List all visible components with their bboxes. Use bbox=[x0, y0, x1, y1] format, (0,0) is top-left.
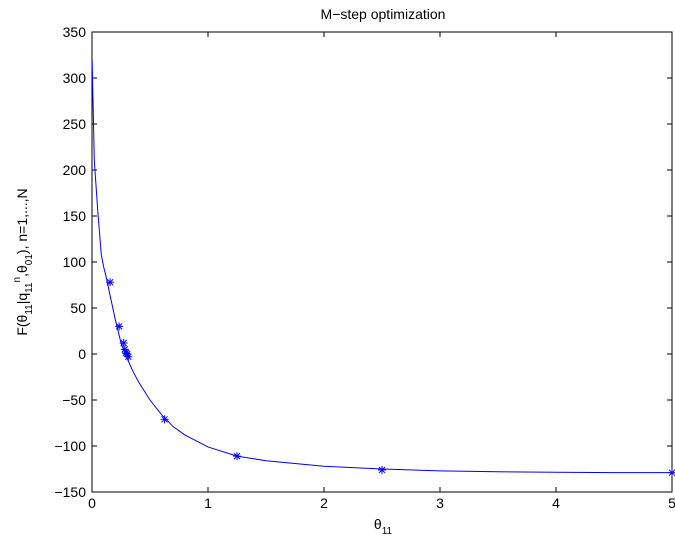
x-axis-title: θ11 bbox=[374, 516, 393, 537]
fitted-curve-line bbox=[91, 59, 672, 474]
data-point-marker bbox=[378, 465, 386, 474]
y-tick-label: 50 bbox=[70, 300, 86, 316]
y-tick-label: −150 bbox=[54, 484, 86, 500]
y-axis-title-part: ), n=1,...,N bbox=[14, 188, 30, 254]
x-tick-label: 3 bbox=[436, 495, 444, 511]
data-point-marker bbox=[119, 338, 128, 347]
data-point-marker bbox=[668, 468, 675, 477]
x-tick-label: 5 bbox=[668, 495, 675, 511]
y-tick-label: −50 bbox=[62, 392, 86, 408]
y-axis-title-part: |q bbox=[14, 293, 30, 304]
y-tick-label: 250 bbox=[63, 116, 87, 132]
data-point-marker bbox=[115, 322, 124, 331]
y-tick-label: 150 bbox=[63, 208, 87, 224]
plot-area bbox=[91, 31, 673, 493]
y-tick-label: 100 bbox=[63, 254, 87, 270]
y-axis-title-part: 01 bbox=[24, 254, 35, 266]
x-tick-label: 0 bbox=[88, 495, 96, 511]
y-axis: −150 −100 −50 0 50 100 150 200 250 300 350 bbox=[54, 24, 672, 500]
series-layer bbox=[91, 59, 675, 477]
y-tick-label: 300 bbox=[63, 70, 87, 86]
x-tick-label: 1 bbox=[204, 495, 212, 511]
y-axis-title: F(θ11|q11n,θ01), n=1,...,N bbox=[12, 188, 35, 335]
x-tick-label: 4 bbox=[552, 495, 560, 511]
data-point-marker bbox=[160, 415, 169, 424]
x-axis-title-sub: 11 bbox=[382, 526, 393, 537]
data-point-marker bbox=[233, 452, 241, 461]
y-axis-title-part: ,θ bbox=[14, 265, 30, 277]
data-point-marker bbox=[124, 352, 133, 361]
data-point-marker bbox=[106, 278, 115, 287]
chart-title: M−step optimization bbox=[321, 6, 446, 22]
y-tick-label: 350 bbox=[63, 24, 87, 40]
x-axis-title-base: θ bbox=[374, 516, 382, 532]
x-tick-label: 2 bbox=[320, 495, 328, 511]
y-axis-title-part: F(θ bbox=[14, 314, 30, 335]
y-axis-title-part: 11 bbox=[24, 282, 35, 293]
y-tick-label: 0 bbox=[78, 346, 86, 362]
x-axis: 0 1 2 3 4 5 bbox=[88, 32, 675, 511]
y-axis-title-part: n bbox=[12, 277, 23, 283]
y-axis-title-part: 11 bbox=[24, 304, 35, 315]
y-tick-label: 200 bbox=[63, 162, 87, 178]
y-tick-label: −100 bbox=[54, 438, 86, 454]
